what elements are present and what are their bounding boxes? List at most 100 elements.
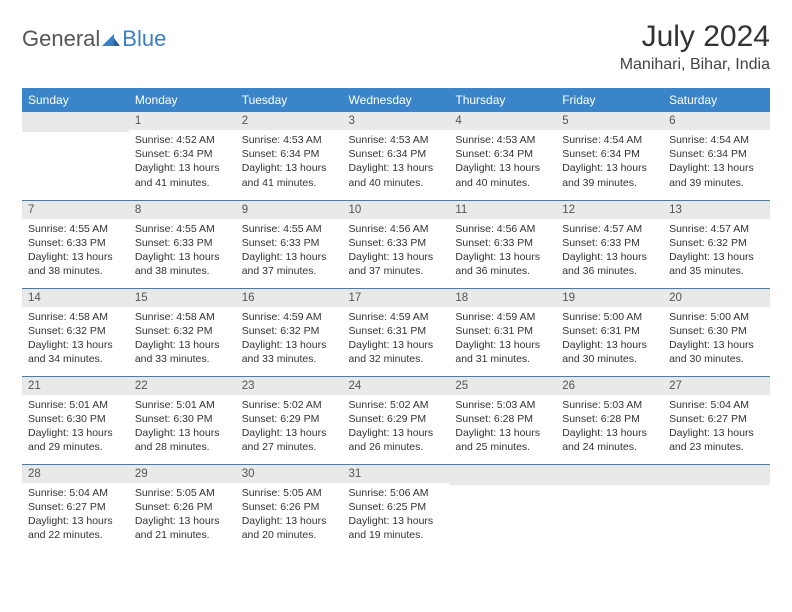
day-number: 15 [129,289,236,307]
day-line-sunset: Sunset: 6:34 PM [562,147,657,161]
day-details: Sunrise: 4:58 AMSunset: 6:32 PMDaylight:… [129,307,236,371]
day-line-day1: Daylight: 13 hours [28,514,123,528]
day-cell: 5Sunrise: 4:54 AMSunset: 6:34 PMDaylight… [556,112,663,200]
day-line-day2: and 36 minutes. [562,264,657,278]
day-line-day2: and 22 minutes. [28,528,123,542]
col-header: Saturday [663,88,770,112]
day-number: 20 [663,289,770,307]
day-cell: 7Sunrise: 4:55 AMSunset: 6:33 PMDaylight… [22,200,129,288]
day-number: 18 [449,289,556,307]
day-line-sunset: Sunset: 6:32 PM [135,324,230,338]
day-line-day2: and 32 minutes. [349,352,444,366]
col-header: Friday [556,88,663,112]
day-line-sunrise: Sunrise: 5:03 AM [455,398,550,412]
day-line-day1: Daylight: 13 hours [562,161,657,175]
day-line-sunset: Sunset: 6:30 PM [135,412,230,426]
logo-word-2: Blue [122,26,166,52]
day-line-day1: Daylight: 13 hours [242,426,337,440]
day-line-day2: and 39 minutes. [669,176,764,190]
day-line-sunrise: Sunrise: 4:59 AM [455,310,550,324]
page-header: General Blue July 2024 Manihari, Bihar, … [22,20,770,74]
day-details: Sunrise: 5:03 AMSunset: 6:28 PMDaylight:… [449,395,556,459]
day-line-sunset: Sunset: 6:30 PM [28,412,123,426]
day-number: 28 [22,465,129,483]
day-line-sunrise: Sunrise: 5:04 AM [28,486,123,500]
day-line-day2: and 19 minutes. [349,528,444,542]
day-line-day2: and 25 minutes. [455,440,550,454]
day-details: Sunrise: 4:57 AMSunset: 6:33 PMDaylight:… [556,219,663,283]
day-details: Sunrise: 5:05 AMSunset: 6:26 PMDaylight:… [129,483,236,547]
week-row: 21Sunrise: 5:01 AMSunset: 6:30 PMDayligh… [22,376,770,464]
day-cell: 30Sunrise: 5:05 AMSunset: 6:26 PMDayligh… [236,464,343,552]
day-line-sunset: Sunset: 6:34 PM [669,147,764,161]
day-line-sunrise: Sunrise: 5:02 AM [242,398,337,412]
day-line-day1: Daylight: 13 hours [349,161,444,175]
day-line-day1: Daylight: 13 hours [28,250,123,264]
day-line-day1: Daylight: 13 hours [349,426,444,440]
day-line-day2: and 41 minutes. [242,176,337,190]
day-number: 30 [236,465,343,483]
day-details: Sunrise: 5:04 AMSunset: 6:27 PMDaylight:… [22,483,129,547]
day-number: 16 [236,289,343,307]
day-line-day1: Daylight: 13 hours [669,250,764,264]
day-line-sunrise: Sunrise: 5:04 AM [669,398,764,412]
day-details: Sunrise: 5:02 AMSunset: 6:29 PMDaylight:… [236,395,343,459]
day-line-sunset: Sunset: 6:34 PM [242,147,337,161]
logo-word-1: General [22,26,100,52]
day-number: 22 [129,377,236,395]
day-number: 29 [129,465,236,483]
day-cell: 27Sunrise: 5:04 AMSunset: 6:27 PMDayligh… [663,376,770,464]
day-line-sunrise: Sunrise: 4:59 AM [349,310,444,324]
day-line-day2: and 38 minutes. [135,264,230,278]
day-number: 31 [343,465,450,483]
calendar-body: 1Sunrise: 4:52 AMSunset: 6:34 PMDaylight… [22,112,770,552]
logo: General Blue [22,20,166,52]
day-cell: 3Sunrise: 4:53 AMSunset: 6:34 PMDaylight… [343,112,450,200]
day-cell: 21Sunrise: 5:01 AMSunset: 6:30 PMDayligh… [22,376,129,464]
day-line-sunset: Sunset: 6:34 PM [349,147,444,161]
month-title: July 2024 [620,20,770,54]
day-details: Sunrise: 4:55 AMSunset: 6:33 PMDaylight:… [236,219,343,283]
day-details: Sunrise: 5:00 AMSunset: 6:30 PMDaylight:… [663,307,770,371]
day-line-day1: Daylight: 13 hours [242,250,337,264]
day-details: Sunrise: 4:56 AMSunset: 6:33 PMDaylight:… [343,219,450,283]
day-line-sunset: Sunset: 6:27 PM [28,500,123,514]
day-line-sunset: Sunset: 6:29 PM [242,412,337,426]
day-number: 27 [663,377,770,395]
day-line-sunrise: Sunrise: 5:02 AM [349,398,444,412]
day-cell: 17Sunrise: 4:59 AMSunset: 6:31 PMDayligh… [343,288,450,376]
day-line-sunset: Sunset: 6:26 PM [135,500,230,514]
week-row: 14Sunrise: 4:58 AMSunset: 6:32 PMDayligh… [22,288,770,376]
day-line-sunrise: Sunrise: 5:03 AM [562,398,657,412]
day-line-sunrise: Sunrise: 4:58 AM [28,310,123,324]
day-cell: 18Sunrise: 4:59 AMSunset: 6:31 PMDayligh… [449,288,556,376]
day-line-day2: and 37 minutes. [242,264,337,278]
day-line-sunrise: Sunrise: 4:56 AM [455,222,550,236]
day-cell: 15Sunrise: 4:58 AMSunset: 6:32 PMDayligh… [129,288,236,376]
day-cell: 2Sunrise: 4:53 AMSunset: 6:34 PMDaylight… [236,112,343,200]
day-line-sunrise: Sunrise: 5:05 AM [242,486,337,500]
day-cell: 12Sunrise: 4:57 AMSunset: 6:33 PMDayligh… [556,200,663,288]
day-cell: 26Sunrise: 5:03 AMSunset: 6:28 PMDayligh… [556,376,663,464]
day-line-day1: Daylight: 13 hours [349,338,444,352]
day-number: 7 [22,201,129,219]
week-row: 28Sunrise: 5:04 AMSunset: 6:27 PMDayligh… [22,464,770,552]
day-line-day2: and 39 minutes. [562,176,657,190]
day-line-day2: and 23 minutes. [669,440,764,454]
daynum-bar-empty [449,465,556,485]
day-line-day2: and 33 minutes. [135,352,230,366]
day-line-day2: and 29 minutes. [28,440,123,454]
day-line-day1: Daylight: 13 hours [242,514,337,528]
day-cell: 11Sunrise: 4:56 AMSunset: 6:33 PMDayligh… [449,200,556,288]
day-line-day1: Daylight: 13 hours [349,250,444,264]
location-text: Manihari, Bihar, India [620,56,770,74]
day-cell [556,464,663,552]
day-number: 23 [236,377,343,395]
day-line-day2: and 21 minutes. [135,528,230,542]
day-number: 4 [449,112,556,130]
day-line-day2: and 35 minutes. [669,264,764,278]
day-line-sunrise: Sunrise: 4:55 AM [135,222,230,236]
day-line-sunset: Sunset: 6:33 PM [349,236,444,250]
day-line-day1: Daylight: 13 hours [562,250,657,264]
day-line-day2: and 30 minutes. [669,352,764,366]
